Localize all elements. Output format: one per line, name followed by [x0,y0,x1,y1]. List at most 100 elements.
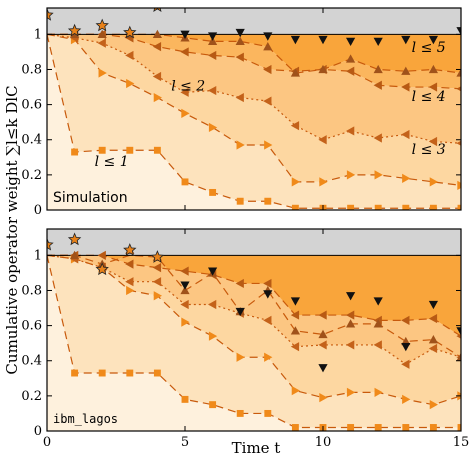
band-l-le-1 [47,34,461,210]
x-tick-label: 0 [43,435,51,450]
point-s6 [428,300,438,310]
point-s1 [429,424,437,431]
y-tick-label: 1 [34,27,42,42]
point-s3 [125,50,134,61]
x-tick-label: 5 [181,435,189,450]
point-s4 [180,47,189,57]
point-s2 [429,400,438,410]
point-s5 [346,54,356,63]
band-l-le-3 [47,255,461,405]
band-l-le-6 [47,255,461,358]
region-label: l ≤ 5 [412,40,446,56]
point-s2 [429,177,438,187]
point-s1 [264,409,272,417]
point-s3 [456,140,461,146]
point-s2 [153,92,162,103]
series-line-3 [47,254,461,365]
point-s5 [428,335,438,344]
point-s2 [208,122,218,133]
point-s6 [346,37,356,46]
point-s6 [235,28,245,38]
point-s4 [428,82,438,92]
y-tick-label: 0.2 [21,168,42,183]
point-s2 [208,331,218,341]
point-s2 [126,78,135,89]
point-s2 [126,285,135,296]
series-line-1 [47,255,461,429]
point-s1 [374,424,382,431]
point-s6 [180,281,190,290]
point-s4 [125,259,134,269]
point-s1 [236,409,244,417]
region-label: l ≤ 4 [412,89,446,105]
point-s1 [236,197,244,205]
band-l-le-4 [47,255,461,365]
point-s4 [263,64,272,75]
point-s4 [152,42,162,52]
point-s1 [402,424,410,431]
series-line-4 [47,33,461,90]
point-s1 [457,204,461,210]
point-s6 [235,307,245,317]
point-s5 [456,352,461,361]
point-s1 [153,146,161,154]
panel-label: ibm_lagos [53,412,118,426]
point-s4 [290,310,300,320]
point-s2 [236,352,245,362]
y-tick-label: 0.8 [21,283,42,298]
point-s4 [456,333,461,339]
y-axis-label: Cumulative operator weight ∑l≤k DlC [3,85,21,374]
point-s1 [347,424,355,431]
point-s3 [401,359,410,369]
point-s4 [208,50,217,61]
point-s4 [428,313,438,324]
point-s2 [346,387,356,397]
point-s5 [235,36,245,46]
band-l-le-6 [47,34,461,73]
point-s1 [126,146,134,154]
point-s3 [180,299,189,310]
point-s6 [318,35,328,45]
point-s4 [456,86,461,92]
point-s2 [291,386,300,396]
point-s6 [208,267,218,276]
point-s6 [373,297,383,306]
point-s1 [126,369,134,377]
point-s3 [263,315,272,325]
point-s2 [291,177,300,187]
above-one-region [47,229,461,256]
y-tick-label: 0.4 [21,354,42,369]
series-line-1 [47,34,461,209]
series-line-5 [47,254,461,358]
y-tick-label: 1 [34,248,42,263]
panel-ibm-lagos: 0 5 10 15 0 0.2 0.4 0.6 0.8 1 ibm_lagos [21,228,469,450]
point-s6 [318,364,328,373]
point-s3 [428,136,438,147]
point-s3 [373,340,382,350]
point-s1 [181,395,189,403]
point-s6 [373,37,383,46]
point-s4 [318,310,327,320]
band-l-le-3 [47,34,461,186]
point-s2 [374,170,383,180]
point-s1 [347,204,355,210]
point-s2 [236,140,245,150]
point-s2 [319,177,328,187]
point-s3 [401,129,410,140]
star-point [47,237,54,251]
y-tick-label: 0.2 [21,389,42,404]
point-s6 [263,290,273,299]
panel-simulation: 0 0.2 0.4 0.6 0.8 1 Simulation l ≤ 1 l ≤ 2 l ≤ 3 l… [21,7,462,218]
point-s1 [98,369,106,377]
star-point [67,23,82,37]
point-s3 [263,96,272,106]
point-s1 [98,146,106,154]
point-s4 [373,80,382,90]
point-s5 [263,42,273,51]
star-point [150,250,165,263]
star-point [123,243,137,256]
series-line-3 [47,33,461,144]
band-l-le-2 [47,255,461,428]
point-s4 [180,266,189,276]
plot-area [47,8,461,210]
